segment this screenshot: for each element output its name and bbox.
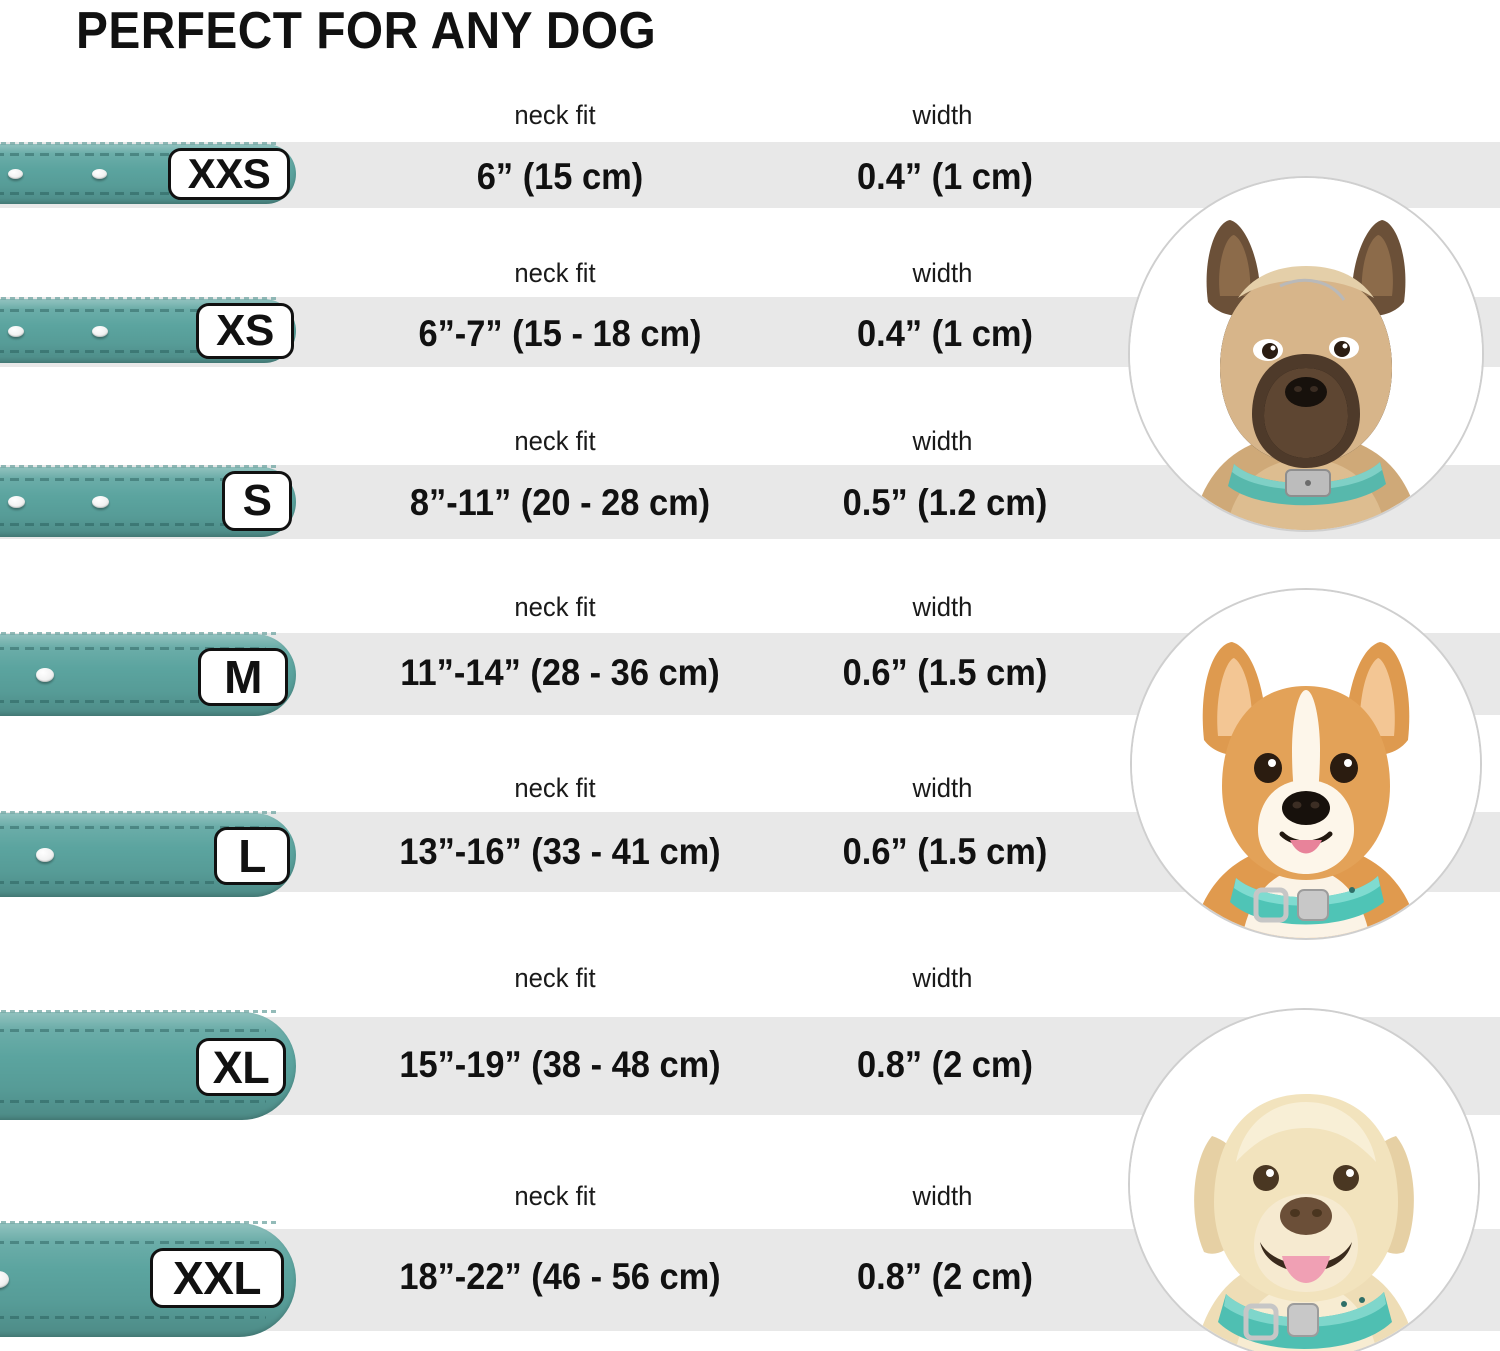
cell-width-m: 0.6” (1.5 cm) [842,652,1048,693]
cell-width-s: 0.5” (1.2 cm) [842,482,1048,523]
cell-width-xs: 0.4” (1 cm) [857,313,1033,354]
cell-width-xxl: 0.8” (2 cm) [857,1256,1033,1297]
corgi-illustration [1132,590,1480,938]
collar-stitch-bottom [0,350,266,353]
column-header-width-l: width [912,773,973,803]
column-header-width-xxs: width [912,100,973,130]
column-header-width-xl: width [912,963,973,993]
collar-stitch-top [0,478,266,481]
cell-width-l: 0.6” (1.5 cm) [842,831,1048,872]
collar-stitch-bottom [0,700,266,703]
collar-stitch-bottom [0,1316,266,1319]
collar-hole [8,169,23,179]
cell-neck-fit-xxs: 6” (15 cm) [476,156,644,197]
cell-neck-fit-s: 8”-11” (20 - 28 cm) [409,482,711,523]
dog-photo-terrier [1128,176,1484,532]
size-badge-xs: XS [196,303,294,359]
size-badge-s: S [222,471,292,531]
collar-stitch-bottom [0,523,266,526]
collar-stitch-top [0,1029,266,1032]
collar-hole [36,848,54,862]
size-badge-m: M [198,648,288,706]
collar-stitch-top [0,309,266,312]
collar-strap-xl [0,1010,296,1120]
collar-stitch-fray-icon [0,811,278,814]
column-header-neck-fit-m: neck fit [514,592,596,622]
column-header-neck-fit-xl: neck fit [514,963,596,993]
collar-stitch-top [0,647,266,650]
collar-stitch-fray-icon [0,1010,278,1013]
collar-stitch-top [0,1241,266,1244]
collar-stitch-bottom [0,881,266,884]
collar-stitch-fray-icon [0,465,278,468]
collar-hole [8,496,25,508]
cell-neck-fit-m: 11”-14” (28 - 36 cm) [400,652,720,693]
column-header-neck-fit-xs: neck fit [514,258,596,288]
collar-stitch-bottom [0,1100,266,1103]
size-badge-l: L [214,827,290,885]
cell-neck-fit-xl: 15”-19” (38 - 48 cm) [399,1044,721,1085]
collar-stitch-bottom [0,192,266,195]
column-header-neck-fit-xxl: neck fit [514,1181,596,1211]
column-header-width-xs: width [912,258,973,288]
column-header-neck-fit-l: neck fit [514,773,596,803]
size-badge-xl: XL [196,1038,286,1096]
size-badge-xxs: XXS [168,148,290,200]
terrier-illustration [1130,178,1482,530]
size-badge-xxl: XXL [150,1248,284,1308]
collar-stitch-fray-icon [0,297,278,300]
column-header-neck-fit-s: neck fit [514,426,596,456]
cell-neck-fit-l: 13”-16” (33 - 41 cm) [399,831,721,872]
labrador-illustration [1130,1010,1478,1351]
column-header-width-m: width [912,592,973,622]
cell-width-xxs: 0.4” (1 cm) [857,156,1033,197]
collar-stitch-top [0,153,266,156]
collar-stitch-fray-icon [0,632,278,635]
collar-hole [92,169,107,179]
cell-width-xl: 0.8” (2 cm) [857,1044,1033,1085]
collar-hole [8,326,24,337]
collar-stitch-fray-icon [0,1221,278,1224]
page-title: PERFECT FOR ANY DOG [76,2,657,60]
cell-neck-fit-xs: 6”-7” (15 - 18 cm) [418,313,702,354]
collar-strap-xxl [0,1221,296,1337]
cell-neck-fit-xxl: 18”-22” (46 - 56 cm) [399,1256,721,1297]
column-header-width-s: width [912,426,973,456]
collar-strap-xs [0,297,296,363]
column-header-neck-fit-xxs: neck fit [514,100,596,130]
collar-stitch-top [0,826,266,829]
column-header-width-xxl: width [912,1181,973,1211]
collar-hole [0,1271,9,1288]
collar-hole [92,496,109,508]
dog-photo-corgi [1130,588,1482,940]
collar-stitch-fray-icon [0,142,278,145]
dog-photo-labrador [1128,1008,1480,1351]
collar-hole [36,668,54,682]
collar-hole [92,326,108,337]
